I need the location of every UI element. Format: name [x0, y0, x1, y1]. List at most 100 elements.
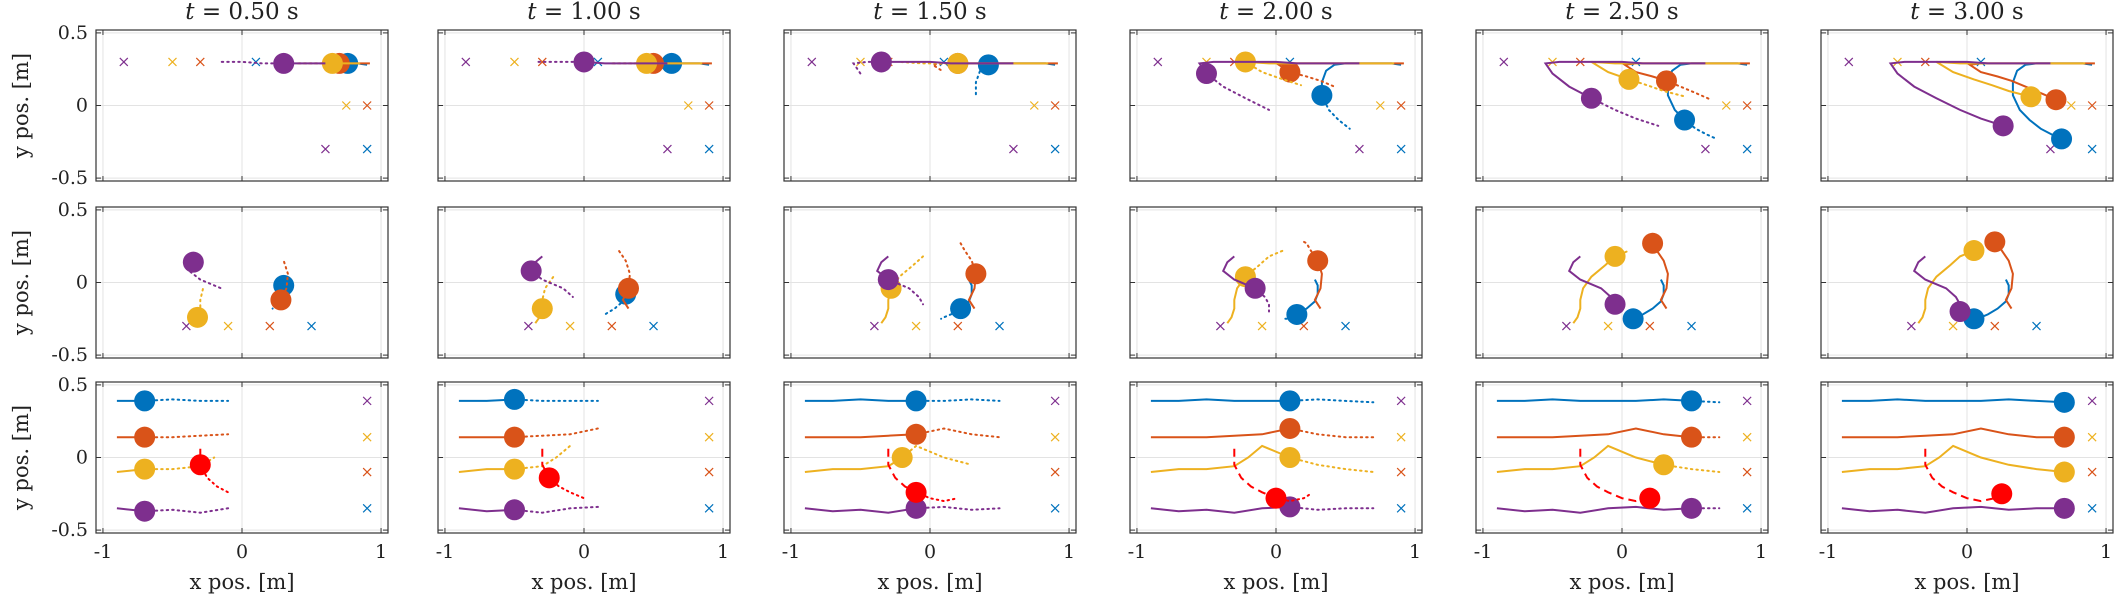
agent-marker — [503, 426, 525, 448]
x-tick-label: 0 — [236, 541, 248, 563]
panel-data — [520, 249, 658, 331]
goal-marker — [911, 321, 921, 331]
x-tick-label: 1 — [2100, 541, 2112, 563]
goal-marker — [523, 321, 533, 331]
trajectory-line — [1496, 444, 1664, 473]
trajectory-line — [541, 448, 551, 479]
planned-path — [1244, 249, 1284, 278]
agent-marker — [1244, 277, 1266, 299]
panel: -1 0 1 — [782, 381, 1077, 563]
agent-marker — [905, 390, 927, 412]
panel-frame — [1820, 206, 2114, 359]
x-axis-label: x pos. [m] — [189, 570, 294, 594]
panel-frame — [1820, 381, 2114, 534]
agent-marker — [1655, 70, 1677, 92]
agent-marker — [1622, 308, 1644, 330]
agent-marker — [1984, 231, 2006, 253]
trajectory-line — [1197, 60, 1360, 75]
agent-marker — [1311, 84, 1333, 106]
goal-marker — [1257, 321, 1267, 331]
agent-marker — [503, 458, 525, 480]
trajectory-line — [1579, 448, 1651, 503]
panel-data — [1150, 390, 1406, 518]
agent-marker — [1279, 61, 1301, 83]
panel-data — [1906, 231, 2041, 331]
agent-marker — [2051, 128, 2073, 150]
goal-marker — [265, 321, 275, 331]
y-tick-label: -0.5 — [51, 519, 88, 541]
agent-marker — [1674, 109, 1696, 131]
column-title: t = 1.50 s — [873, 0, 986, 25]
goal-marker — [1742, 101, 1752, 110]
goal-marker — [1687, 321, 1696, 331]
goal-marker — [1050, 467, 1060, 477]
goal-marker — [1215, 321, 1225, 331]
agent-marker — [877, 269, 899, 291]
agent-marker — [905, 481, 927, 503]
goal-marker — [1906, 321, 1916, 331]
trajectory-line — [1226, 276, 1247, 324]
panel: -1 0 1 — [436, 381, 731, 563]
panel: -1 0 1 — [1474, 381, 1769, 563]
panel-data — [1499, 57, 1752, 154]
agent-marker — [2053, 497, 2075, 519]
agent-marker — [1307, 250, 1329, 272]
agent-marker — [2045, 89, 2067, 111]
x-tick-label: -1 — [94, 541, 113, 563]
agent-marker — [905, 497, 927, 519]
goal-marker — [704, 503, 714, 513]
trajectory-line — [1496, 505, 1692, 514]
trajectory-line — [1496, 427, 1692, 439]
panel-frame — [437, 29, 731, 182]
column-title-var: t — [1910, 0, 1920, 25]
x-tick-label: -1 — [1128, 541, 1147, 563]
y-tick-label: 0 — [76, 272, 88, 294]
x-tick-label: 0 — [1961, 541, 1973, 563]
planned-path — [513, 427, 599, 439]
agent-marker — [1681, 390, 1703, 412]
goal-marker — [1603, 321, 1613, 331]
panel — [1475, 29, 1769, 182]
agent-marker — [870, 51, 892, 73]
goal-marker — [195, 57, 205, 67]
panel — [1820, 206, 2114, 359]
column-title: t = 3.00 s — [1910, 0, 2023, 25]
goal-marker — [704, 467, 714, 477]
x-axis-label: x pos. [m] — [1914, 570, 2019, 594]
planned-path — [915, 427, 1001, 439]
panel-data — [807, 51, 1060, 154]
agent-marker — [187, 306, 209, 328]
agent-marker — [182, 251, 204, 273]
agent-marker — [2053, 426, 2075, 448]
agent-marker — [538, 467, 560, 489]
trajectory-line — [1841, 444, 2065, 473]
goal-marker — [1701, 144, 1710, 154]
agent-marker — [1681, 497, 1703, 519]
goal-marker — [1844, 57, 1854, 67]
y-axis-labels: y pos. [m] y pos. [m] y pos. [m] — [9, 53, 33, 511]
goal-marker — [1050, 101, 1060, 110]
agent-marker — [1604, 245, 1626, 267]
trajectory-line — [1935, 60, 2086, 98]
goal-marker — [807, 57, 817, 67]
goal-marker — [1742, 432, 1752, 442]
trajectory-line — [1841, 427, 2065, 439]
y-tick-label: 0.5 — [58, 374, 88, 396]
panel: -0.5 0 0.5 -1 0 1 — [51, 374, 389, 563]
goal-marker — [856, 57, 865, 67]
agent-marker — [134, 500, 156, 522]
panel-data — [458, 388, 714, 521]
agent-marker — [1279, 390, 1301, 412]
goal-marker — [2087, 503, 2097, 513]
goal-marker — [1029, 101, 1039, 110]
panel: -0.5 0 0.5 — [51, 199, 389, 366]
trajectory-line — [881, 60, 1014, 65]
goal-marker — [2087, 101, 2097, 110]
trajectory-line — [583, 60, 668, 65]
panel-data — [1496, 390, 1752, 519]
goal-marker — [663, 144, 672, 154]
panel: -1 0 1 — [1819, 381, 2114, 563]
agent-marker — [891, 447, 913, 468]
planned-path — [143, 507, 230, 514]
